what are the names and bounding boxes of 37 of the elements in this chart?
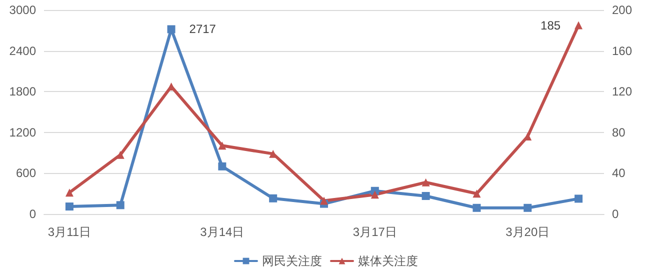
y2-tick-label: 0: [612, 207, 619, 221]
point: [167, 25, 176, 34]
point: [65, 188, 74, 197]
point: [472, 204, 481, 212]
x-tick-label: 3月17日: [352, 225, 397, 239]
point: [422, 192, 430, 200]
y-tick-label: 1200: [9, 125, 36, 140]
legend-label: 媒体关注度: [358, 254, 418, 268]
y-tick-label: 1800: [9, 84, 36, 99]
y-tick-label: 600: [16, 166, 36, 180]
y2-tick-label: 160: [612, 44, 632, 58]
point: [116, 150, 124, 159]
point: [370, 190, 379, 199]
data-label: 2717: [189, 22, 216, 36]
legend-label: 网民关注度: [262, 254, 322, 268]
point: [65, 202, 74, 211]
y2-tick-label: 200: [612, 3, 632, 17]
point: [116, 201, 124, 210]
x-tick-label: 3月14日: [200, 225, 244, 239]
y2-tick-label: 40: [612, 166, 626, 180]
y2-tick-label: 120: [612, 84, 632, 99]
x-tick-label: 3月11日: [48, 225, 92, 239]
point: [574, 21, 583, 30]
point: [422, 178, 430, 186]
y-tick-label: 3000: [9, 3, 36, 17]
y-tick-label: 0: [29, 207, 36, 221]
y-tick-label: 2400: [9, 44, 36, 58]
point: [218, 142, 226, 150]
point: [320, 196, 328, 205]
y2-tick-label: 80: [612, 125, 626, 140]
point: [574, 194, 583, 203]
point: [269, 194, 278, 202]
x-tick-label: 3月20日: [506, 225, 550, 239]
data-label: 185: [540, 18, 561, 32]
point: [472, 190, 481, 198]
point: [218, 162, 226, 170]
point: [524, 204, 532, 212]
